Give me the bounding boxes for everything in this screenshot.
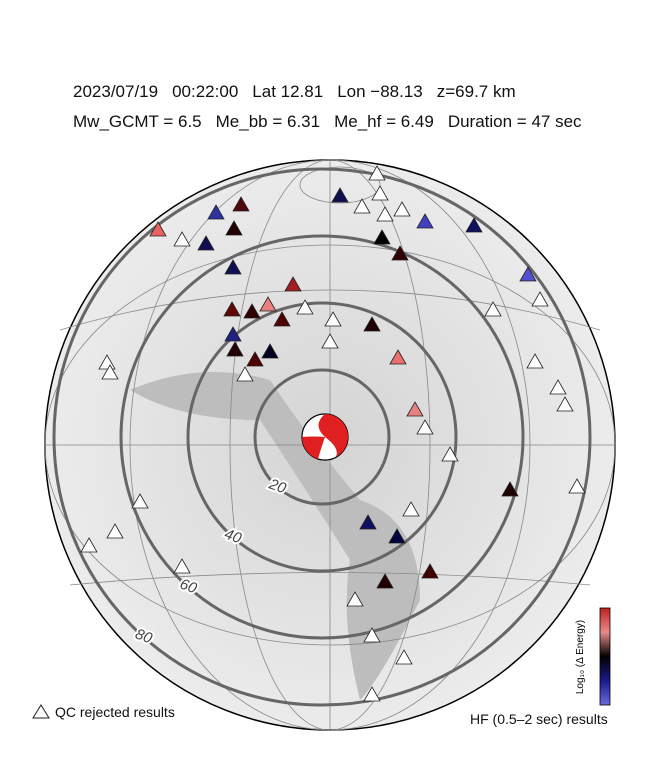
- header-item: 2023/07/19: [73, 82, 159, 101]
- legend-text: HF (0.5–2 sec) results: [470, 711, 608, 727]
- header-line: Mw_GCMT = 6.5 Me_bb = 6.31 Me_hf = 6.49 Dur…: [73, 112, 596, 132]
- legend-symbol: [32, 704, 50, 719]
- graticule: [44, 159, 616, 731]
- distance-ring: [253, 368, 391, 506]
- header-item: Lat 12.81: [252, 82, 324, 101]
- header-line: 2023/07/19 00:22:00 Lat 12.81 Lon −88.13 z=6…: [73, 82, 530, 102]
- legend-text: QC rejected results: [55, 704, 175, 720]
- distance-ring: [52, 167, 592, 707]
- header-item: 00:22:00: [172, 82, 239, 101]
- land: [130, 372, 420, 700]
- colorbar: [599, 607, 611, 706]
- beachball: [301, 413, 349, 461]
- distance-ring: [119, 234, 525, 640]
- header-item: Lon −88.13: [337, 82, 423, 101]
- header-item: Mw_GCMT = 6.5: [73, 112, 202, 131]
- header-item: Me_bb = 6.31: [215, 112, 321, 131]
- header-item: Me_hf = 6.49: [334, 112, 434, 131]
- distance-ring: [186, 301, 458, 573]
- header-item: Duration = 47 sec: [447, 112, 582, 131]
- header-item: z=69.7 km: [436, 82, 516, 101]
- colorbar-label: Log₁₀ (Δ Energy): [575, 620, 586, 694]
